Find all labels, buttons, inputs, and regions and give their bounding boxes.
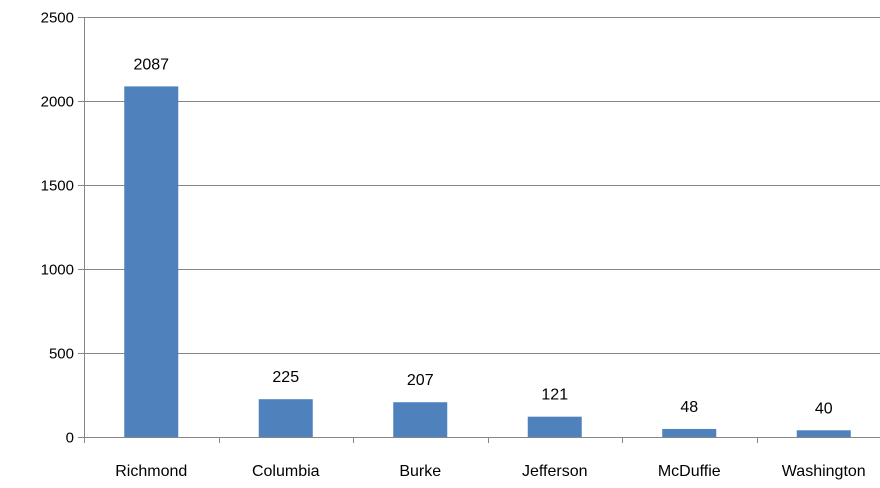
bars <box>124 86 851 437</box>
data-label: 121 <box>541 387 568 404</box>
y-tick-label: 500 <box>49 346 74 363</box>
data-label: 48 <box>680 399 698 416</box>
bar-burke <box>393 402 448 437</box>
bar-mcduffie <box>662 428 717 437</box>
gridlines <box>84 17 880 354</box>
labels: 0 500 1000 1500 2000 2500 2087 Richmond 225 Colum… <box>41 10 866 481</box>
y-tick-label: 1500 <box>41 178 74 195</box>
axes <box>78 17 880 443</box>
x-tick-label: Richmond <box>115 463 187 480</box>
x-tick-label: Burke <box>399 463 441 480</box>
data-label: 225 <box>272 369 299 386</box>
bar-jefferson <box>527 416 582 437</box>
y-tick-label: 2500 <box>41 10 74 27</box>
y-tick-label: 1000 <box>41 262 74 279</box>
x-tick-label: Jefferson <box>522 463 588 480</box>
bar-washington <box>796 430 851 437</box>
bar-columbia <box>258 399 313 437</box>
y-tick-label: 0 <box>66 430 74 447</box>
bar-richmond <box>124 86 179 437</box>
data-label: 2087 <box>133 56 169 73</box>
x-tick-label: Washington <box>782 463 866 480</box>
data-label: 207 <box>407 372 434 389</box>
data-label: 40 <box>815 400 833 417</box>
y-tick-label: 2000 <box>41 94 74 111</box>
x-tick-label: Columbia <box>252 463 320 480</box>
x-tick-label: McDuffie <box>658 463 721 480</box>
